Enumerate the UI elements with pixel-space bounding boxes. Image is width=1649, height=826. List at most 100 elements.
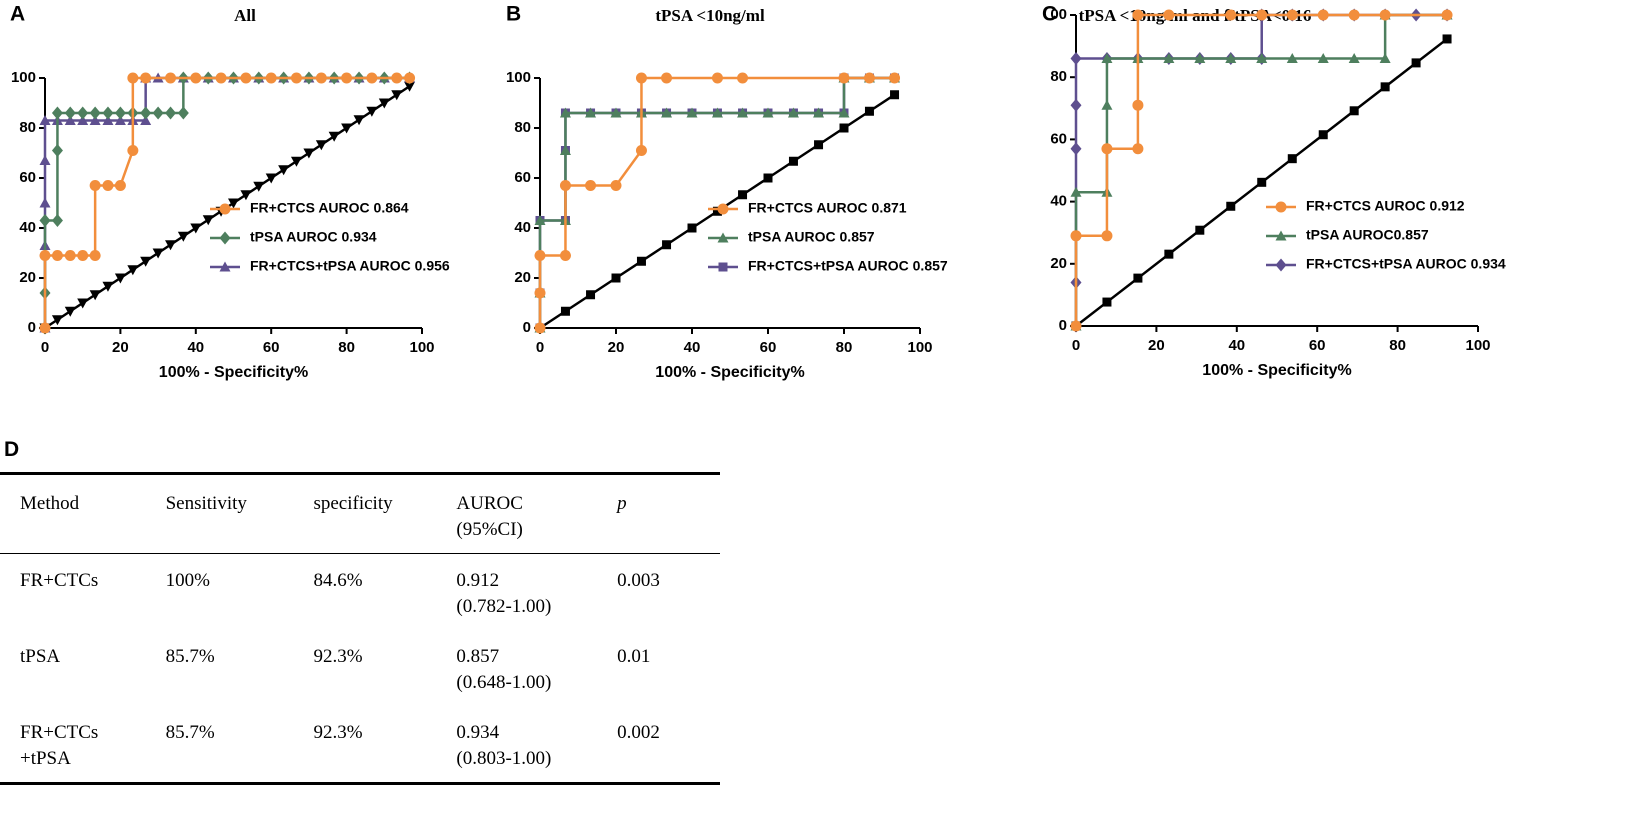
marker [165,72,177,84]
marker [1226,201,1236,211]
marker [1275,201,1287,213]
marker [219,203,231,215]
marker [1070,142,1082,156]
table-cell: 0.002 [597,706,720,785]
marker [64,106,76,120]
marker [140,72,152,84]
marker [559,250,571,261]
marker [839,123,849,133]
marker [787,107,799,118]
y-tick-label: 100 [506,69,531,86]
marker [763,173,773,183]
marker [1348,9,1360,21]
marker [328,131,340,142]
x-tick-label: 0 [41,339,49,356]
cell-text: (95%CI) [456,519,523,540]
marker [51,106,63,120]
marker [838,107,850,118]
table-cell: tPSA [0,630,146,706]
marker [1379,9,1391,21]
marker [114,115,126,125]
table-cell: 92.3% [293,706,437,785]
marker [813,107,825,118]
x-tick-label: 80 [836,339,853,356]
marker [215,72,227,84]
table-row: tPSA 85.7% 92.3% 0.857 (0.648-1.00) 0.01 [0,630,720,706]
marker [718,262,728,272]
marker [863,72,875,84]
table-cell: 0.912 (0.782-1.00) [436,554,597,631]
marker [77,115,89,125]
marker [152,248,164,259]
cell-text: 85.7% [165,646,215,667]
table-cell: FR+CTCs +tPSA [0,706,146,785]
marker [1442,34,1452,44]
marker [1317,9,1329,21]
cell-text: 84.6% [313,570,363,591]
marker [1163,9,1175,21]
legend-label: tPSA AUROC 0.934 [250,229,377,245]
x-axis-label: 100% - Specificity% [159,364,308,381]
marker [89,250,101,261]
table: Method Sensitivity specificity AUROC (95%CI)… [0,472,720,785]
marker [219,261,231,272]
marker [1348,53,1360,64]
x-tick-label: 100 [409,339,434,356]
table-cell: Method [0,472,146,554]
marker [152,106,164,120]
marker [1101,53,1113,64]
marker [77,298,89,309]
marker [89,115,101,125]
panel-label: C [1042,3,1057,26]
legend-label: FR+CTCS AUROC 0.864 [250,200,409,216]
marker [1286,9,1298,21]
cell-text: 0.002 [617,722,660,743]
marker [1195,225,1205,235]
cell-text: FR+CTCs [20,722,99,743]
y-tick-label: 20 [1050,255,1067,272]
y-tick-label: 20 [19,269,36,286]
marker [1132,99,1144,111]
marker [102,115,114,125]
marker [585,107,597,118]
marker [1275,230,1287,241]
legend-label: FR+CTCS+tPSA AUROC 0.857 [748,258,948,274]
marker [114,180,126,191]
marker [102,281,114,292]
marker [1070,52,1082,66]
marker [1318,130,1328,140]
marker [366,72,378,84]
legend-label: FR+CTCS AUROC 0.912 [1306,198,1465,214]
marker [1256,53,1268,64]
y-tick-label: 40 [1050,193,1067,210]
marker [1317,53,1329,64]
y-tick-label: 60 [19,169,36,186]
x-tick-label: 20 [112,339,129,356]
marker [585,180,597,191]
cell-text: +tPSA [20,748,71,769]
marker [391,72,403,84]
y-tick-label: 0 [1059,317,1067,334]
table-cell: FR+CTCs [0,554,146,631]
marker [1287,154,1297,164]
marker [610,107,622,118]
marker [610,180,622,191]
marker [114,106,126,120]
marker [1349,106,1359,116]
y-tick-label: 0 [28,319,36,336]
marker [1132,143,1144,155]
marker [1070,186,1082,197]
marker [1133,273,1143,283]
marker [534,287,546,299]
marker [51,214,63,227]
marker [560,306,570,316]
x-tick-label: 80 [338,339,355,356]
marker [635,145,647,156]
marker [315,140,327,151]
marker [102,106,114,120]
cell-text: AUROC [456,493,523,514]
marker [219,231,231,245]
cell-text: 0.912 [456,570,500,591]
marker [404,72,416,84]
legend-label: FR+CTCS+tPSA AUROC 0.956 [250,258,450,274]
